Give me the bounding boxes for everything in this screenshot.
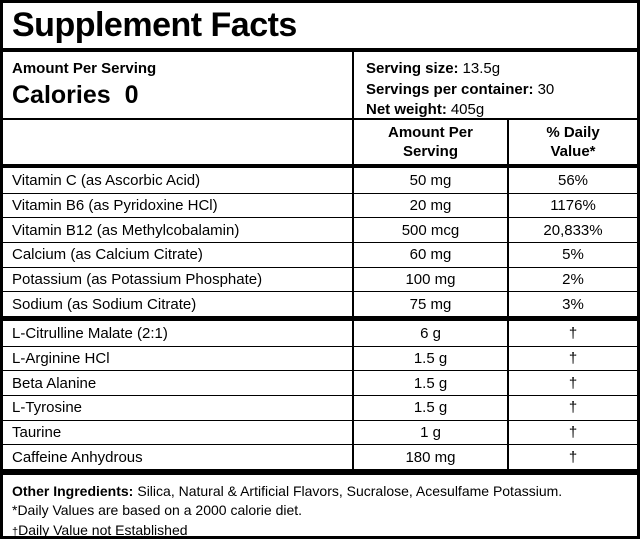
dagger-symbol: † bbox=[12, 525, 19, 538]
nutrient-dv: † bbox=[507, 420, 637, 445]
serving-summary-right-cell: Serving size: 13.5g Servings per containe… bbox=[352, 52, 637, 118]
daily-value-header-label: % Daily Value* bbox=[546, 124, 600, 160]
table-row: Vitamin B12 (as Methylcobalamin) 500 mcg… bbox=[3, 217, 637, 242]
servings-per-container-line: Servings per container: 30 bbox=[366, 80, 637, 101]
table-row: Calcium (as Calcium Citrate) 60 mg 5% bbox=[3, 241, 637, 267]
nutrient-name: Beta Alanine bbox=[12, 374, 97, 392]
nutrient-amount: 50 mg bbox=[352, 168, 507, 193]
dv-not-established-note: †Daily Value not Established bbox=[12, 521, 627, 538]
nutrient-dv: † bbox=[507, 395, 637, 420]
table-row: L-Arginine HCl 1.5 g † bbox=[3, 345, 637, 371]
nutrient-amount: 1.5 g bbox=[352, 395, 507, 420]
table-row: Beta Alanine 1.5 g † bbox=[3, 370, 637, 395]
nutrient-name: Sodium (as Sodium Citrate) bbox=[12, 295, 197, 313]
other-ingredients-label: Other Ingredients: bbox=[12, 482, 134, 499]
nutrient-amount: 6 g bbox=[352, 320, 507, 346]
nutrient-amount: 180 mg bbox=[352, 445, 507, 469]
nutrient-name: L-Citrulline Malate (2:1) bbox=[12, 324, 168, 342]
nutrient-amount: 1.5 g bbox=[352, 346, 507, 371]
table-row: L-Citrulline Malate (2:1) 6 g † bbox=[3, 320, 637, 346]
nutrient-dv: 3% bbox=[507, 292, 637, 316]
nutrient-dv: † bbox=[507, 320, 637, 346]
nutrient-amount: 60 mg bbox=[352, 242, 507, 267]
nutrient-name: Calcium (as Calcium Citrate) bbox=[12, 246, 203, 264]
nutrient-name: Vitamin B6 (as Pyridoxine HCl) bbox=[12, 196, 218, 214]
servings-per-container-label: Servings per container: bbox=[366, 80, 534, 98]
table-row: Vitamin C (as Ascorbic Acid) 50 mg 56% bbox=[3, 168, 637, 193]
active-ingredients-section: L-Citrulline Malate (2:1) 6 g † L-Argini… bbox=[3, 320, 637, 469]
nutrient-name: Vitamin C (as Ascorbic Acid) bbox=[12, 171, 201, 189]
nutrient-amount: 20 mg bbox=[352, 193, 507, 218]
amount-header-label: Amount Per Serving bbox=[387, 124, 473, 160]
nutrient-amount: 75 mg bbox=[352, 292, 507, 316]
nutrient-amount: 1 g bbox=[352, 420, 507, 445]
nutrient-dv: 20,833% bbox=[507, 218, 637, 242]
nutrient-amount: 1.5 g bbox=[352, 371, 507, 395]
nutrient-dv: † bbox=[507, 346, 637, 371]
nutrient-dv: 1176% bbox=[507, 193, 637, 218]
other-ingredients-value: Silica, Natural & Artificial Flavors, Su… bbox=[137, 482, 563, 499]
amount-header-cell: Amount Per Serving bbox=[352, 120, 507, 164]
column-header-row: Amount Per Serving % Daily Value* bbox=[3, 120, 637, 168]
other-ingredients-line: Other Ingredients: Silica, Natural & Arti… bbox=[12, 482, 627, 502]
amount-per-serving-label: Amount Per Serving bbox=[12, 60, 157, 77]
nutrient-dv: 5% bbox=[507, 242, 637, 267]
vitamins-minerals-section: Vitamin C (as Ascorbic Acid) 50 mg 56% V… bbox=[3, 168, 637, 316]
serving-size-value: 13.5g bbox=[462, 60, 501, 77]
net-weight-value: 405g bbox=[450, 101, 485, 118]
nutrient-name: Caffeine Anhydrous bbox=[12, 448, 143, 466]
table-row: L-Tyrosine 1.5 g † bbox=[3, 394, 637, 420]
title-bar: Supplement Facts bbox=[3, 3, 637, 52]
nutrient-name: Vitamin B12 (as Methylcobalamin) bbox=[12, 221, 240, 239]
serving-size-label: Serving size: bbox=[366, 60, 459, 77]
footer-notes: Other Ingredients: Silica, Natural & Arti… bbox=[3, 475, 637, 538]
nutrient-dv: † bbox=[507, 371, 637, 395]
net-weight-line: Net weight: 405g bbox=[366, 100, 637, 121]
nutrient-name: L-Tyrosine bbox=[12, 399, 83, 417]
nutrient-name: Taurine bbox=[12, 423, 62, 441]
nutrient-amount: 500 mcg bbox=[352, 218, 507, 242]
net-weight-label: Net weight: bbox=[366, 101, 447, 118]
table-row: Vitamin B6 (as Pyridoxine HCl) 20 mg 117… bbox=[3, 192, 637, 218]
nutrient-dv: 2% bbox=[507, 267, 637, 292]
table-row: Caffeine Anhydrous 180 mg † bbox=[3, 444, 637, 469]
calories-line: Calories 0 bbox=[12, 81, 352, 110]
empty-header-cell bbox=[3, 120, 352, 164]
table-row: Taurine 1 g † bbox=[3, 419, 637, 445]
dv-not-established-text: Daily Value not Established bbox=[18, 521, 188, 538]
calories-label: Calories bbox=[12, 81, 111, 109]
table-row: Sodium (as Sodium Citrate) 75 mg 3% bbox=[3, 291, 637, 316]
table-row: Potassium (as Potassium Phosphate) 100 m… bbox=[3, 266, 637, 292]
section-divider bbox=[3, 315, 637, 321]
nutrient-amount: 100 mg bbox=[352, 267, 507, 292]
serving-summary-left-cell: Amount Per Serving Calories 0 bbox=[3, 52, 352, 118]
daily-values-note: *Daily Values are based on a 2000 calori… bbox=[12, 502, 303, 519]
daily-value-header-cell: % Daily Value* bbox=[507, 120, 637, 164]
nutrient-name: Potassium (as Potassium Phosphate) bbox=[12, 270, 263, 288]
nutrient-dv: † bbox=[507, 445, 637, 469]
nutrient-name: L-Arginine HCl bbox=[12, 349, 110, 367]
page-title: Supplement Facts bbox=[12, 6, 297, 44]
calories-value: 0 bbox=[124, 81, 139, 109]
serving-summary-row: Amount Per Serving Calories 0 Serving siz… bbox=[3, 52, 637, 120]
footer-divider bbox=[3, 468, 637, 475]
nutrient-dv: 56% bbox=[507, 168, 637, 193]
serving-size-line: Serving size: 13.5g bbox=[366, 59, 637, 80]
servings-per-container-value: 30 bbox=[537, 80, 555, 98]
